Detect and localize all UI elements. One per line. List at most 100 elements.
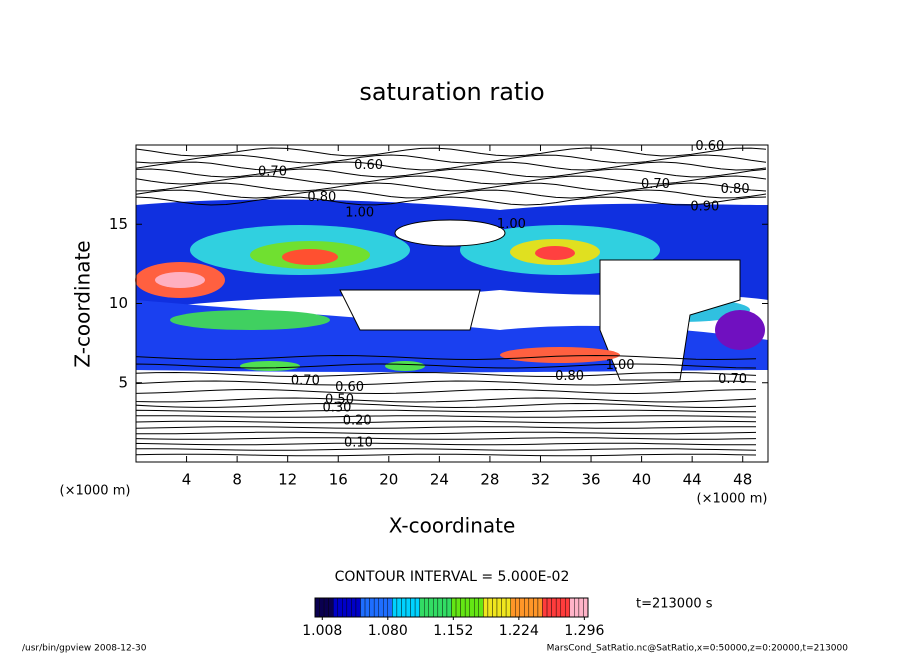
colorbar-stripe <box>433 597 439 618</box>
contour-line <box>135 363 757 369</box>
y-tick-label: 10 <box>109 294 128 312</box>
field-blob <box>535 246 575 260</box>
x-tick-label: 48 <box>733 471 752 489</box>
contour-line <box>135 402 757 409</box>
x-tick-label: 12 <box>278 471 297 489</box>
colorbar-stripe <box>337 597 343 618</box>
field <box>135 145 768 462</box>
field-blob <box>715 310 765 350</box>
colorbar-stripe <box>464 597 470 618</box>
contour-label: 0.20 <box>343 413 372 428</box>
colorbar-tick-label: 1.008 <box>302 623 342 639</box>
colorbar-frame <box>314 597 589 618</box>
colorbar-stripe <box>569 597 575 618</box>
colorbar-stripe <box>401 597 407 618</box>
y-tick-label: 15 <box>109 215 128 233</box>
colorbar-stripe <box>314 597 320 618</box>
contour-line <box>135 380 757 386</box>
contour-label: 0.90 <box>690 199 719 214</box>
x-axis-label: X-coordinate <box>389 514 516 538</box>
contour-line <box>135 175 767 185</box>
contour-line <box>135 354 757 361</box>
y-axis-label: Z-coordinate <box>71 240 95 367</box>
colorbar-stripe <box>555 597 561 618</box>
colorbar-stripe <box>560 597 566 618</box>
contour-line <box>135 437 757 440</box>
colorbar-stripe <box>328 597 334 618</box>
field-blob <box>155 272 205 288</box>
colorbar-stripe <box>428 597 434 618</box>
colorbar-stripe <box>319 597 325 618</box>
colorbar-stripe <box>515 597 520 618</box>
colorbar-stripe <box>396 597 402 618</box>
colorbar-stripe <box>378 597 384 618</box>
colorbar-tick-label: 1.296 <box>564 623 604 639</box>
contour-label: 0.80 <box>721 182 750 197</box>
contour-line <box>135 388 757 395</box>
colorbar-stripe <box>533 597 539 618</box>
contour-line <box>135 147 767 157</box>
colorbar-stripe <box>351 597 357 618</box>
contour-lines <box>135 147 767 457</box>
colorbar-stripe <box>565 597 571 618</box>
colorbar-stripe <box>542 597 548 618</box>
colorbar-stripe <box>496 597 502 618</box>
contour-line <box>135 453 757 457</box>
x-tick-label: 32 <box>531 471 550 489</box>
colorbar-stripe <box>546 597 552 618</box>
field-blob <box>240 361 300 371</box>
x-tick-label: 24 <box>430 471 449 489</box>
contour-line <box>135 182 767 192</box>
colorbar-stripe <box>469 597 475 618</box>
colorbar-stripe <box>451 597 457 618</box>
contour-line <box>135 415 757 418</box>
colorbar-stripe <box>551 597 557 618</box>
contour-label: 0.70 <box>718 372 747 387</box>
contour-line <box>135 420 757 424</box>
colorbar-tick-label: 1.224 <box>499 623 539 639</box>
colorbar-stripe <box>505 597 511 618</box>
colorbar-stripe <box>460 597 466 618</box>
contour-line <box>135 168 767 178</box>
contour-label: 0.70 <box>291 374 320 389</box>
contour-line <box>135 431 757 435</box>
x-tick-label: 4 <box>182 471 192 489</box>
contour-line <box>135 371 757 378</box>
contour-line <box>135 154 767 164</box>
colorbar-stripe <box>492 597 498 618</box>
colorbar-stripe <box>333 597 338 618</box>
colorbar-stripe <box>414 597 420 618</box>
contour-line <box>135 196 767 206</box>
colorbar-stripe <box>483 597 489 618</box>
colorbar-stripe <box>487 597 493 618</box>
contour-line <box>135 161 767 171</box>
contour-line <box>135 448 757 451</box>
colorbar-stripe <box>323 597 329 618</box>
chart-title: saturation ratio <box>359 78 544 106</box>
field-blob <box>599 259 741 381</box>
field-blob <box>500 347 620 363</box>
x-tick-label: 28 <box>480 471 499 489</box>
contour-line <box>135 189 767 199</box>
field-blob <box>170 310 330 330</box>
x-tick-label: 20 <box>379 471 398 489</box>
x-unit: (×1000 m) <box>697 492 768 507</box>
footer-right: MarsCond_SatRatio.nc@SatRatio,x=0:50000,… <box>547 644 849 654</box>
colorbar-tick-label: 1.080 <box>368 623 408 639</box>
x-tick-label: 40 <box>632 471 651 489</box>
field-blob <box>339 289 481 331</box>
colorbar-stripe <box>574 597 580 618</box>
contour-line <box>135 426 756 429</box>
field-blob <box>282 249 338 265</box>
colorbar-stripe <box>583 597 589 618</box>
colorbar-stripe <box>405 597 411 618</box>
contour-label: 0.50 <box>325 393 354 408</box>
x-tick-label: 44 <box>683 471 702 489</box>
colorbar-stripe <box>437 597 443 618</box>
colorbar-stripe <box>578 597 584 618</box>
contour-label: 0.70 <box>258 164 287 179</box>
colorbar-stripe <box>364 597 370 618</box>
colorbar-stripe <box>419 597 425 618</box>
contour-label: 0.80 <box>555 369 584 384</box>
colorbar-stripe <box>373 597 379 618</box>
